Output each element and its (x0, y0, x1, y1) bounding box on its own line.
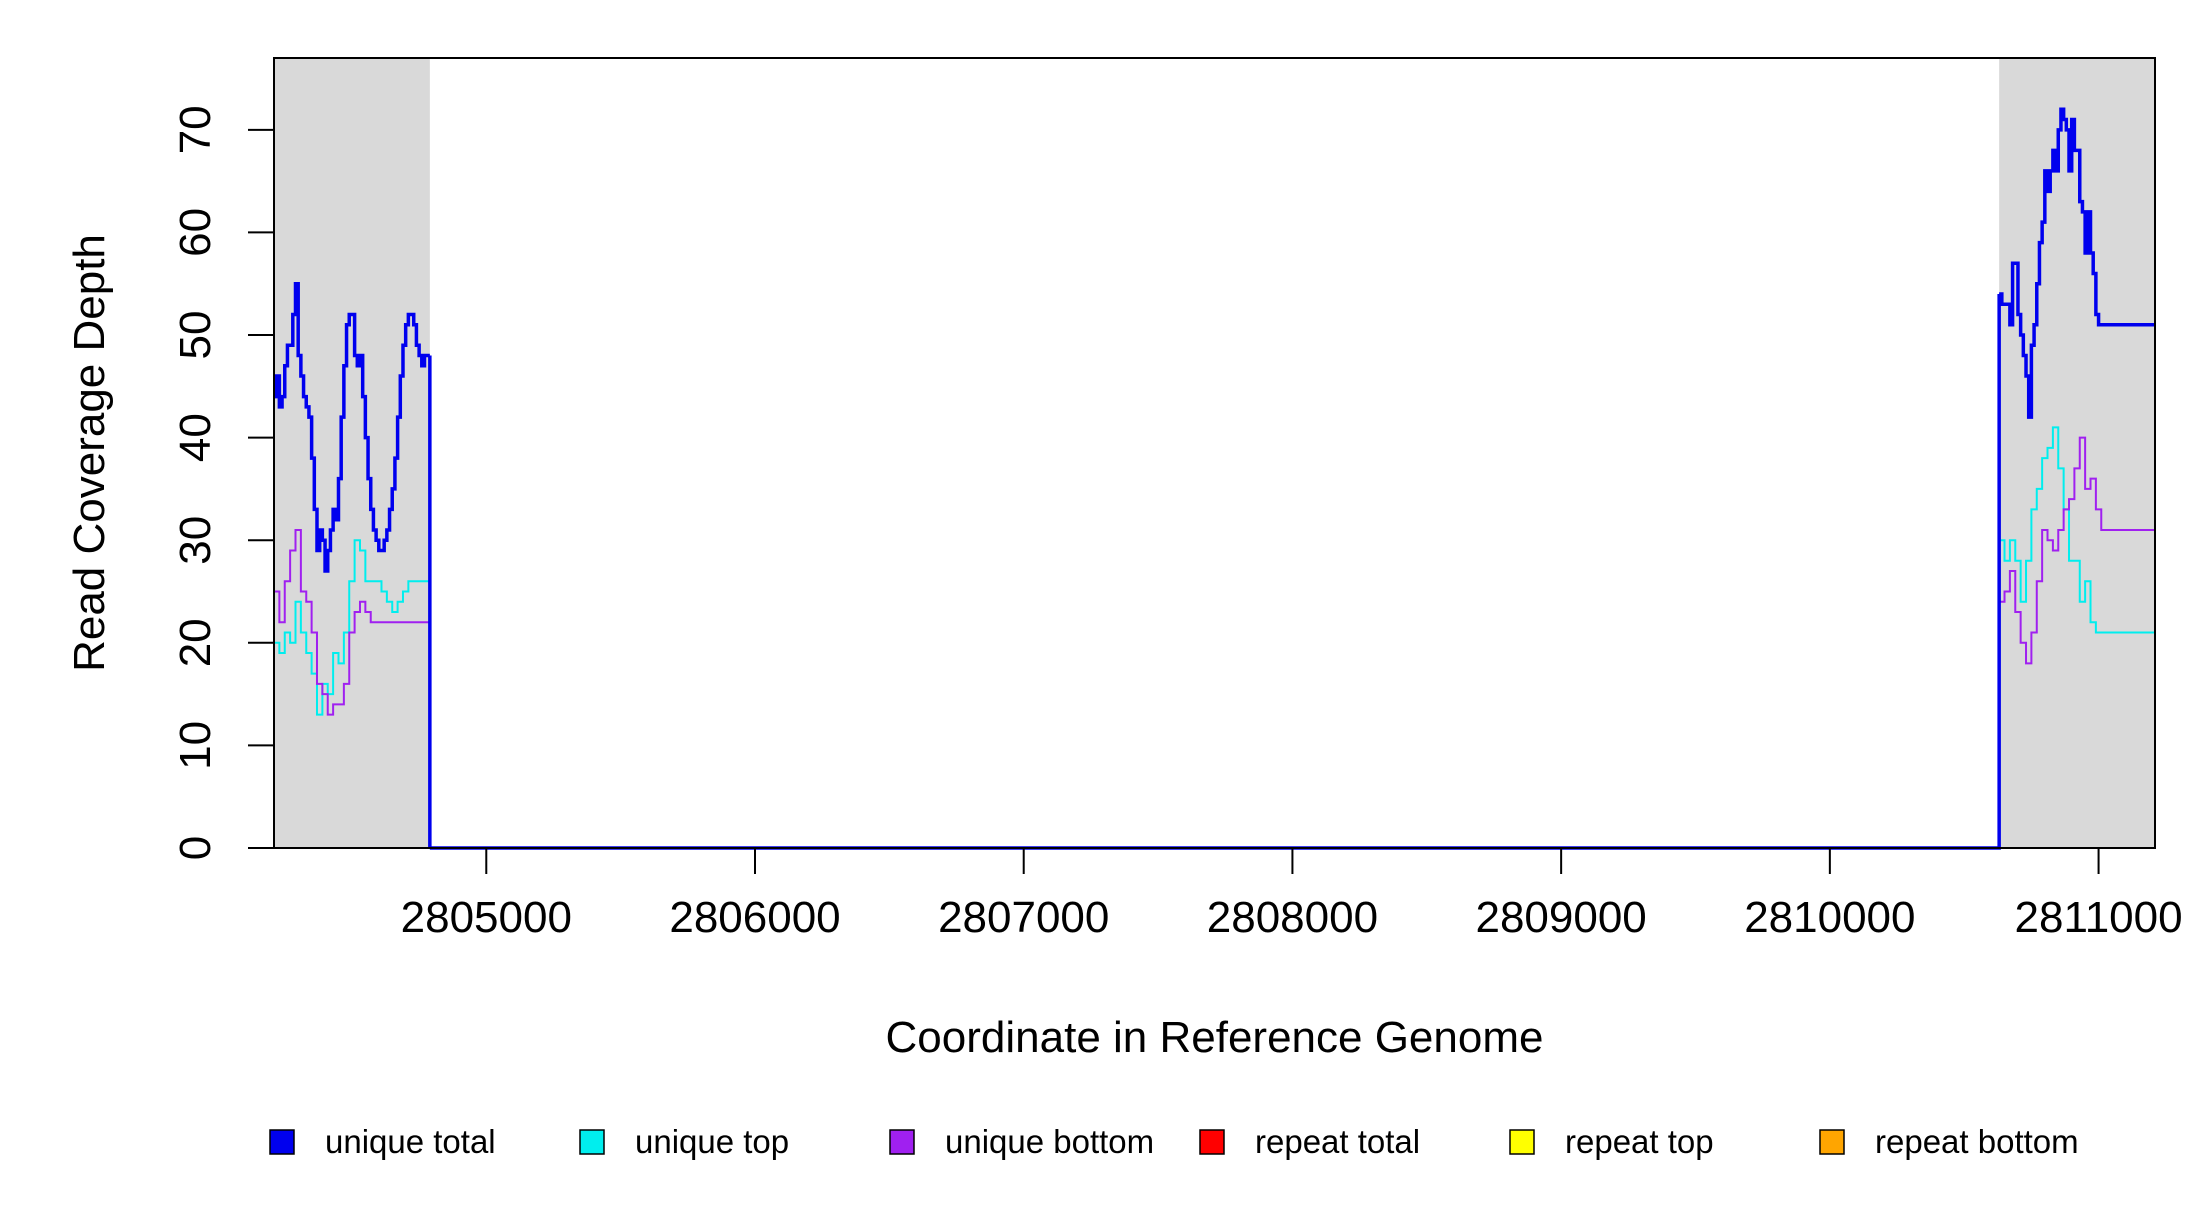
y-tick-label: 20 (171, 618, 220, 667)
legend-item-unique-top: unique top (579, 1123, 789, 1160)
y-tick-label: 70 (171, 105, 220, 154)
legend-swatch (1819, 1129, 1845, 1155)
legend-swatch (889, 1129, 915, 1155)
legend-swatch (1509, 1129, 1535, 1155)
y-tick-label: 50 (171, 311, 220, 360)
legend-label: repeat total (1255, 1123, 1420, 1160)
series-line-unique-total-1 (274, 281, 430, 573)
legend-swatch (579, 1129, 605, 1155)
x-tick-label: 2807000 (938, 893, 1109, 942)
x-tick-label: 2811000 (2015, 893, 2183, 942)
shaded-region-1 (274, 58, 430, 848)
y-tick-label: 10 (171, 721, 220, 770)
legend: unique total unique top unique bottom repea… (269, 1123, 2079, 1160)
x-tick-label: 2805000 (401, 893, 572, 942)
x-tick-label: 2809000 (1475, 893, 1646, 942)
x-tick-label: 2806000 (669, 893, 840, 942)
y-axis-title: Read Coverage Depth (65, 234, 114, 672)
shaded-region-2 (1999, 58, 2155, 848)
legend-item-repeat-top: repeat top (1509, 1123, 1714, 1160)
y-tick-label: 40 (171, 413, 220, 462)
series-lines (274, 107, 2155, 850)
legend-label: repeat bottom (1875, 1123, 2079, 1160)
legend-item-unique-total: unique total (269, 1123, 496, 1160)
legend-label: unique top (635, 1123, 789, 1160)
legend-swatch (1199, 1129, 1225, 1155)
series-line-unique-bottom-2 (1999, 436, 2155, 665)
y-axis: 0 10 20 30 40 50 60 70 (171, 105, 275, 860)
x-tick-label: 2810000 (1744, 893, 1915, 942)
series-rise-unique-total (429, 293, 2001, 850)
legend-swatch (269, 1129, 295, 1155)
y-tick-label: 60 (171, 208, 220, 257)
series-rise-unique-bottom (429, 601, 2001, 849)
legend-label: unique total (325, 1123, 496, 1160)
x-axis-title: Coordinate in Reference Genome (886, 1013, 1544, 1062)
legend-item-repeat-bottom: repeat bottom (1819, 1123, 2079, 1160)
series-line-unique-top-2 (1999, 426, 2155, 634)
y-tick-label: 30 (171, 516, 220, 565)
x-axis: 2805000 2806000 2807000 2808000 2809000 28100… (401, 847, 2183, 942)
x-tick-label: 2808000 (1207, 893, 1378, 942)
legend-label: unique bottom (945, 1123, 1154, 1160)
series-line-unique-bottom-1 (274, 528, 430, 716)
series-line-unique-top-1 (274, 539, 430, 716)
legend-label: repeat top (1565, 1123, 1714, 1160)
plot-frame (273, 57, 2156, 849)
shaded-regions (274, 58, 2155, 848)
y-tick-label: 0 (171, 836, 220, 860)
legend-item-unique-bottom: unique bottom (889, 1123, 1154, 1160)
legend-item-repeat-total: repeat total (1199, 1123, 1420, 1160)
series-line-unique-total-2 (1999, 107, 2155, 419)
series-rise-unique-top (429, 540, 2001, 849)
